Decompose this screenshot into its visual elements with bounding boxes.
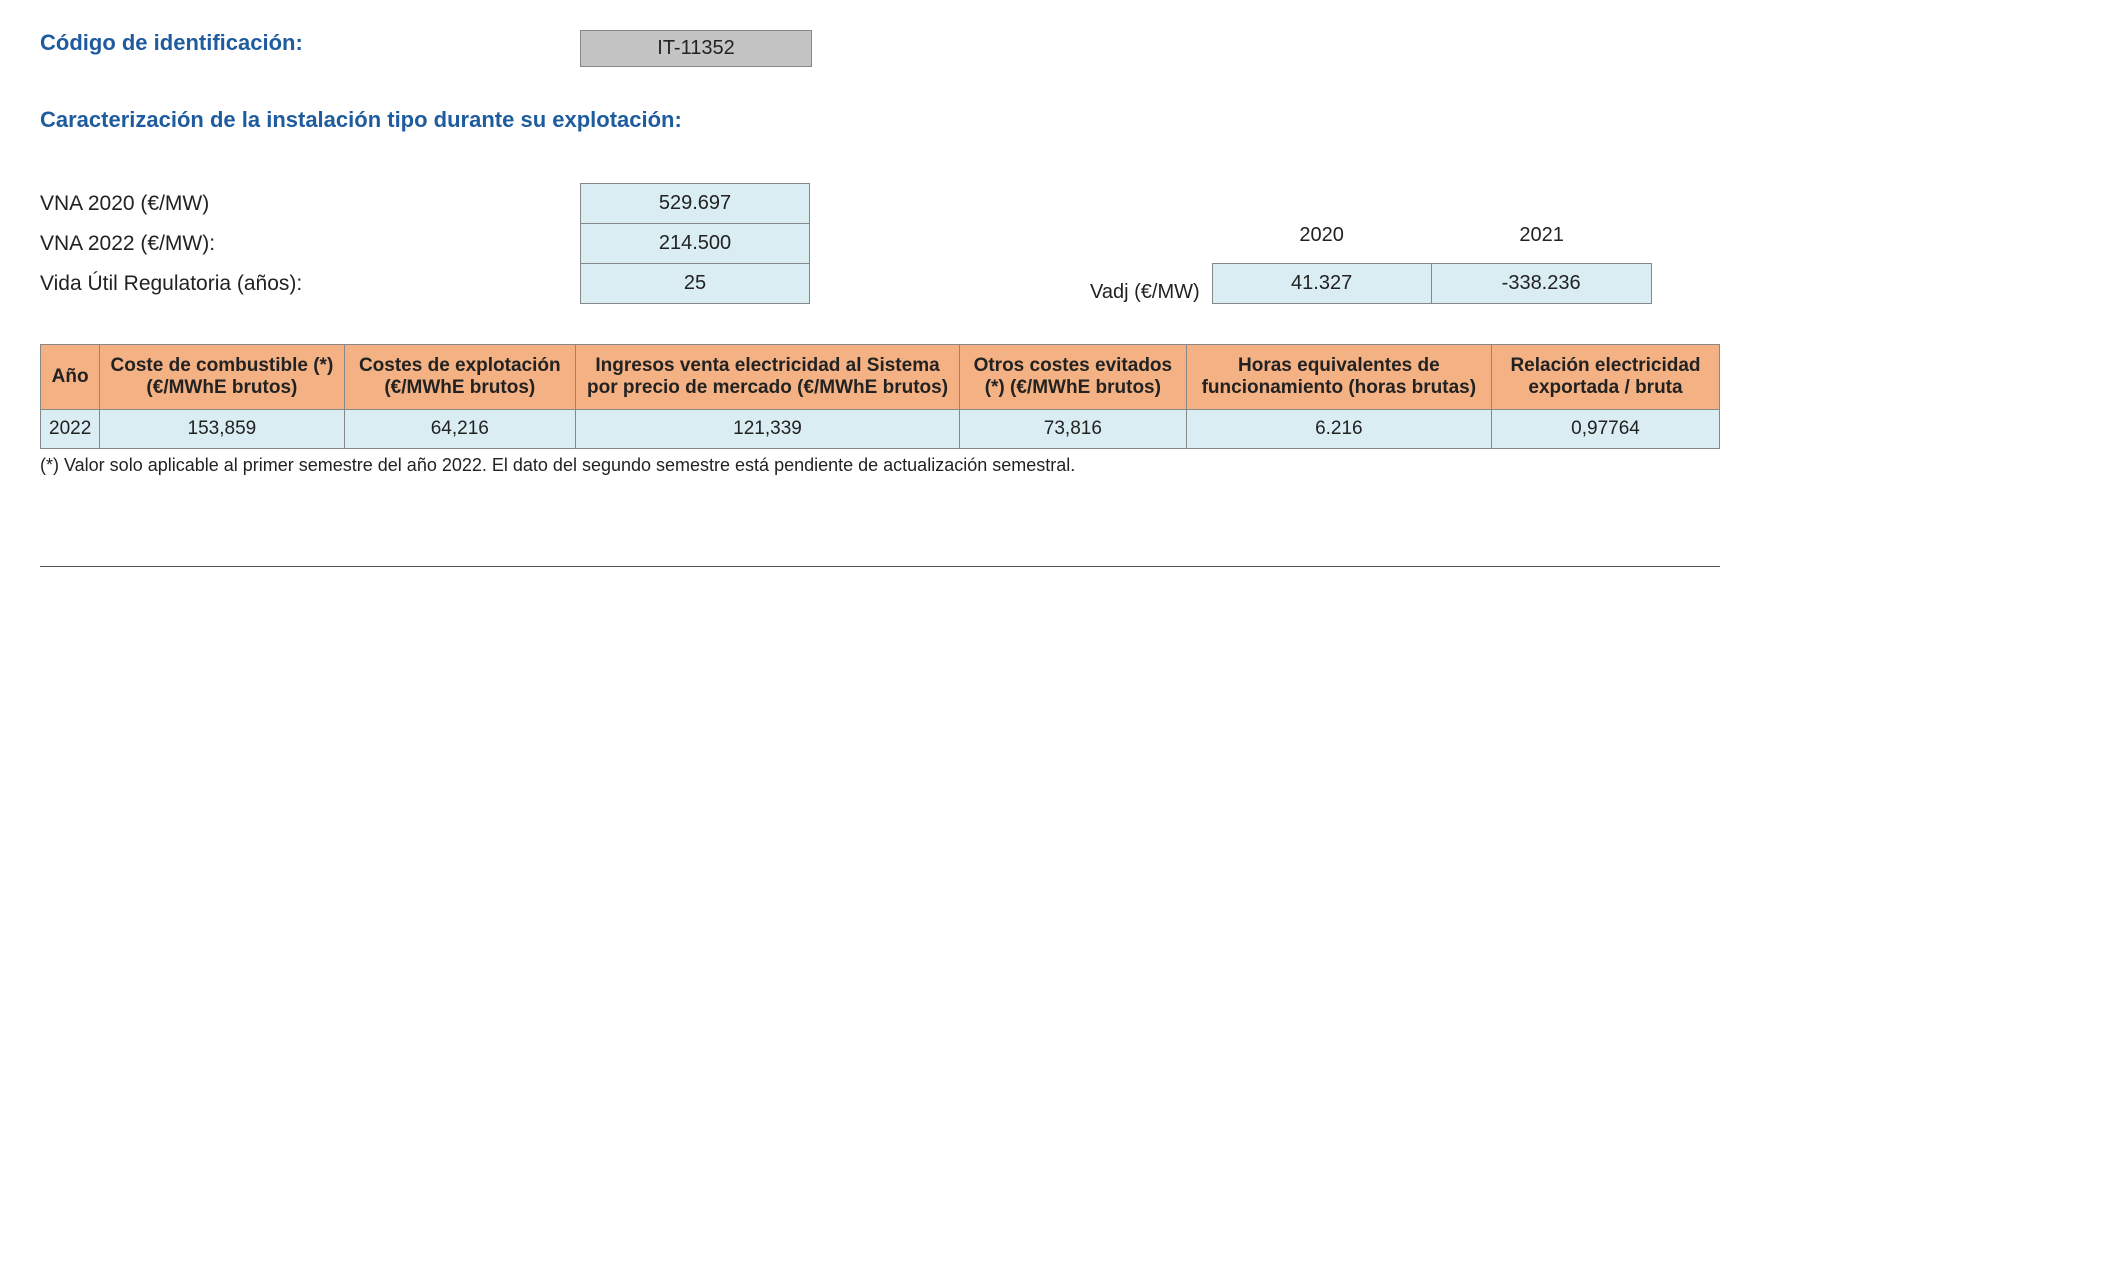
vadj-label: Vadj (€/MW) — [1090, 281, 1212, 304]
vna2022-value: 214.500 — [580, 224, 810, 264]
separator-line — [40, 566, 1720, 567]
th-ano: Año — [41, 345, 100, 410]
header-row: Código de identificación: IT-11352 — [40, 30, 2086, 67]
td-otros: 73,816 — [959, 410, 1186, 449]
td-explotacion: 64,216 — [344, 410, 576, 449]
vna2020-value: 529.697 — [580, 183, 810, 224]
vida-value: 25 — [580, 264, 810, 304]
vadj-block: Vadj (€/MW) 2020 41.327 2021 -338.236 — [1090, 224, 1652, 304]
section-title: Caracterización de la instalación tipo d… — [40, 107, 2086, 133]
td-horas: 6.216 — [1186, 410, 1491, 449]
code-value-box: IT-11352 — [580, 30, 812, 67]
td-ano: 2022 — [41, 410, 100, 449]
vadj-value-0: 41.327 — [1212, 263, 1432, 304]
th-ingresos: Ingresos venta electricidad al Sistema p… — [576, 345, 960, 410]
data-table: Año Coste de combustible (*) (€/MWhE bru… — [40, 344, 1720, 449]
vadj-col-2020: 2020 41.327 — [1212, 224, 1432, 304]
th-relacion: Relación electricidad exportada / bruta — [1492, 345, 1720, 410]
td-relacion: 0,97764 — [1492, 410, 1720, 449]
th-horas: Horas equivalentes de funcionamiento (ho… — [1186, 345, 1491, 410]
vadj-col-2021: 2021 -338.236 — [1432, 224, 1652, 304]
td-ingresos: 121,339 — [576, 410, 960, 449]
params-block: VNA 2020 (€/MW) 529.697 VNA 2022 (€/MW):… — [40, 183, 2086, 304]
footnote: (*) Valor solo aplicable al primer semes… — [40, 455, 2086, 476]
th-combustible: Coste de combustible (*) (€/MWhE brutos) — [100, 345, 344, 410]
th-otros: Otros costes evitados (*) (€/MWhE brutos… — [959, 345, 1186, 410]
vadj-year-0: 2020 — [1212, 224, 1432, 263]
td-combustible: 153,859 — [100, 410, 344, 449]
th-explotacion: Costes de explotación (€/MWhE brutos) — [344, 345, 576, 410]
vna2022-label: VNA 2022 (€/MW): — [40, 224, 580, 264]
param-row-vna2022: VNA 2022 (€/MW): 214.500 — [40, 224, 810, 264]
param-row-vna2020: VNA 2020 (€/MW) 529.697 — [40, 183, 810, 224]
vadj-year-1: 2021 — [1432, 224, 1652, 263]
vadj-value-1: -338.236 — [1432, 263, 1652, 304]
code-label: Código de identificación: — [40, 30, 580, 56]
vna2020-label: VNA 2020 (€/MW) — [40, 184, 580, 224]
table-header-row: Año Coste de combustible (*) (€/MWhE bru… — [41, 345, 1720, 410]
table-row: 2022 153,859 64,216 121,339 73,816 6.216… — [41, 410, 1720, 449]
param-row-vida: Vida Útil Regulatoria (años): 25 — [40, 264, 810, 304]
vida-label: Vida Útil Regulatoria (años): — [40, 264, 580, 304]
